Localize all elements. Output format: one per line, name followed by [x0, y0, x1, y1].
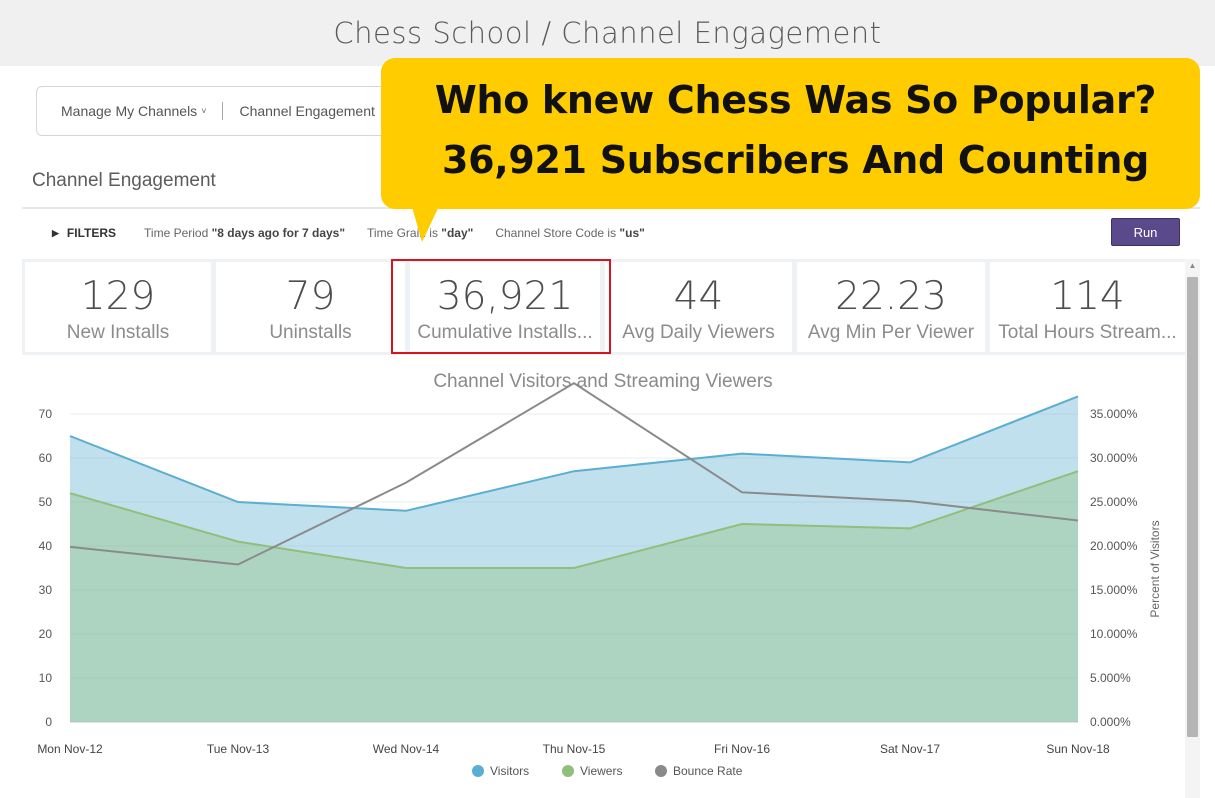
manage-channels-label: Manage My Channels [61, 103, 198, 119]
kpi-row: 129 New Installs 79 Uninstalls 36,921 Cu… [22, 259, 1185, 355]
filter-store-code-key: Channel Store Code is [495, 226, 620, 240]
x-tick-label: Wed Nov-14 [373, 742, 440, 756]
chart-title: Channel Visitors and Streaming Viewers [433, 371, 772, 392]
legend-label: Bounce Rate [673, 764, 743, 778]
kpi-label: Avg Min Per Viewer [807, 322, 975, 343]
kpi-tile[interactable]: 129 New Installs [25, 262, 211, 352]
highlight-box [391, 259, 611, 354]
kpi-value: 114 [1050, 274, 1125, 319]
manage-channels-dropdown[interactable]: Manage My Channels ˅ [61, 103, 206, 119]
filter-store-code[interactable]: Channel Store Code is "us" [495, 226, 644, 240]
filters-row: ▶ FILTERS Time Period "8 days ago for 7 … [22, 214, 1200, 252]
y2-tick-label: 5.000% [1090, 671, 1131, 685]
y-tick-label: 20 [39, 627, 53, 641]
y2-tick-label: 20.000% [1090, 539, 1138, 553]
callout-headline: Who knew Chess Was So Popular? [434, 78, 1157, 122]
y2-tick-label: 25.000% [1090, 495, 1138, 509]
caret-right-icon: ▶ [52, 227, 59, 238]
run-button[interactable]: Run [1111, 218, 1180, 246]
scroll-up-icon[interactable]: ▲ [1188, 261, 1197, 270]
x-tick-label: Thu Nov-15 [543, 742, 606, 756]
legend-label: Visitors [490, 764, 529, 778]
y2-tick-label: 15.000% [1090, 583, 1138, 597]
x-tick-label: Mon Nov-12 [37, 742, 103, 756]
legend-marker [655, 765, 667, 777]
section-title: Channel Engagement [32, 170, 216, 191]
legend-marker [562, 765, 574, 777]
filter-time-period-value: "8 days ago for 7 days" [211, 226, 346, 240]
chart-svg: Channel Visitors and Streaming Viewers 0 1… [37, 371, 1162, 778]
channel-engagement-label: Channel Engagement [239, 103, 375, 119]
series-line [69, 382, 1079, 566]
x-tick-label: Sat Nov-17 [880, 742, 940, 756]
chevron-down-icon: ˅ [201, 106, 207, 116]
filter-store-code-value: "us" [619, 226, 645, 240]
series-line [69, 470, 1079, 569]
channel-engagement-link[interactable]: Channel Engagement [239, 103, 374, 119]
kpi-tile[interactable]: 114 Total Hours Stream... [990, 262, 1185, 352]
kpi-tile[interactable]: 79 Uninstalls [216, 262, 405, 352]
y-tick-label: 30 [39, 583, 53, 597]
kpi-label: Avg Daily Viewers [622, 322, 775, 343]
x-tick-label: Fri Nov-16 [714, 742, 770, 756]
y-tick-label: 50 [39, 495, 53, 509]
kpi-value: 79 [285, 274, 336, 319]
x-tick-label: Tue Nov-13 [207, 742, 270, 756]
scrollbar[interactable]: ▲ [1185, 259, 1200, 798]
kpi-label: New Installs [66, 322, 170, 343]
series-area [70, 471, 1078, 722]
page-header: Chess School / Channel Engagement [0, 0, 1215, 66]
page-title: Chess School / Channel Engagement [333, 16, 882, 50]
y-tick-label: 70 [39, 407, 53, 421]
kpi-tile[interactable]: 22.23 Avg Min Per Viewer [797, 262, 985, 352]
filters-toggle[interactable]: ▶ FILTERS [52, 226, 116, 240]
y-tick-label: 40 [39, 539, 53, 553]
callout-pointer [410, 200, 442, 242]
y2-axis-label: Percent of Visitors [1148, 520, 1162, 617]
series-line [69, 395, 1079, 512]
filter-time-grain-value: "day" [441, 226, 474, 240]
y-tick-label: 10 [39, 671, 53, 685]
y2-tick-label: 35.000% [1090, 407, 1138, 421]
filters-label: FILTERS [66, 226, 117, 240]
y-tick-label: 0 [45, 715, 52, 729]
kpi-label: Uninstalls [269, 322, 352, 343]
kpi-value: 36,921 [436, 274, 574, 319]
kpi-tile[interactable]: 36,921 Cumulative Installs... [410, 262, 600, 352]
legend-marker [472, 765, 484, 777]
legend-label: Viewers [580, 764, 622, 778]
callout-banner: Who knew Chess Was So Popular? 36,921 Su… [381, 58, 1200, 209]
kpi-label: Total Hours Stream... [998, 322, 1177, 343]
filter-time-period-key: Time Period [144, 226, 212, 240]
kpi-value: 22.23 [835, 274, 947, 319]
scrollbar-thumb[interactable] [1187, 277, 1198, 737]
kpi-tile[interactable]: 44 Avg Daily Viewers [605, 262, 792, 352]
kpi-value: 129 [80, 274, 156, 319]
x-tick-label: Sun Nov-18 [1046, 742, 1110, 756]
chart-panel: Channel Visitors and Streaming Viewers 0 1… [22, 359, 1185, 798]
y-tick-label: 60 [39, 451, 53, 465]
y2-tick-label: 10.000% [1090, 627, 1138, 641]
breadcrumb-divider [222, 102, 224, 120]
y2-tick-label: 30.000% [1090, 451, 1138, 465]
kpi-value: 44 [673, 274, 724, 319]
kpi-label: Cumulative Installs... [417, 322, 593, 343]
filter-time-period[interactable]: Time Period "8 days ago for 7 days" [144, 226, 345, 240]
y2-tick-label: 0.000% [1090, 715, 1131, 729]
series-area [70, 396, 1078, 722]
callout-subheadline: 36,921 Subscribers And Counting [441, 138, 1150, 182]
